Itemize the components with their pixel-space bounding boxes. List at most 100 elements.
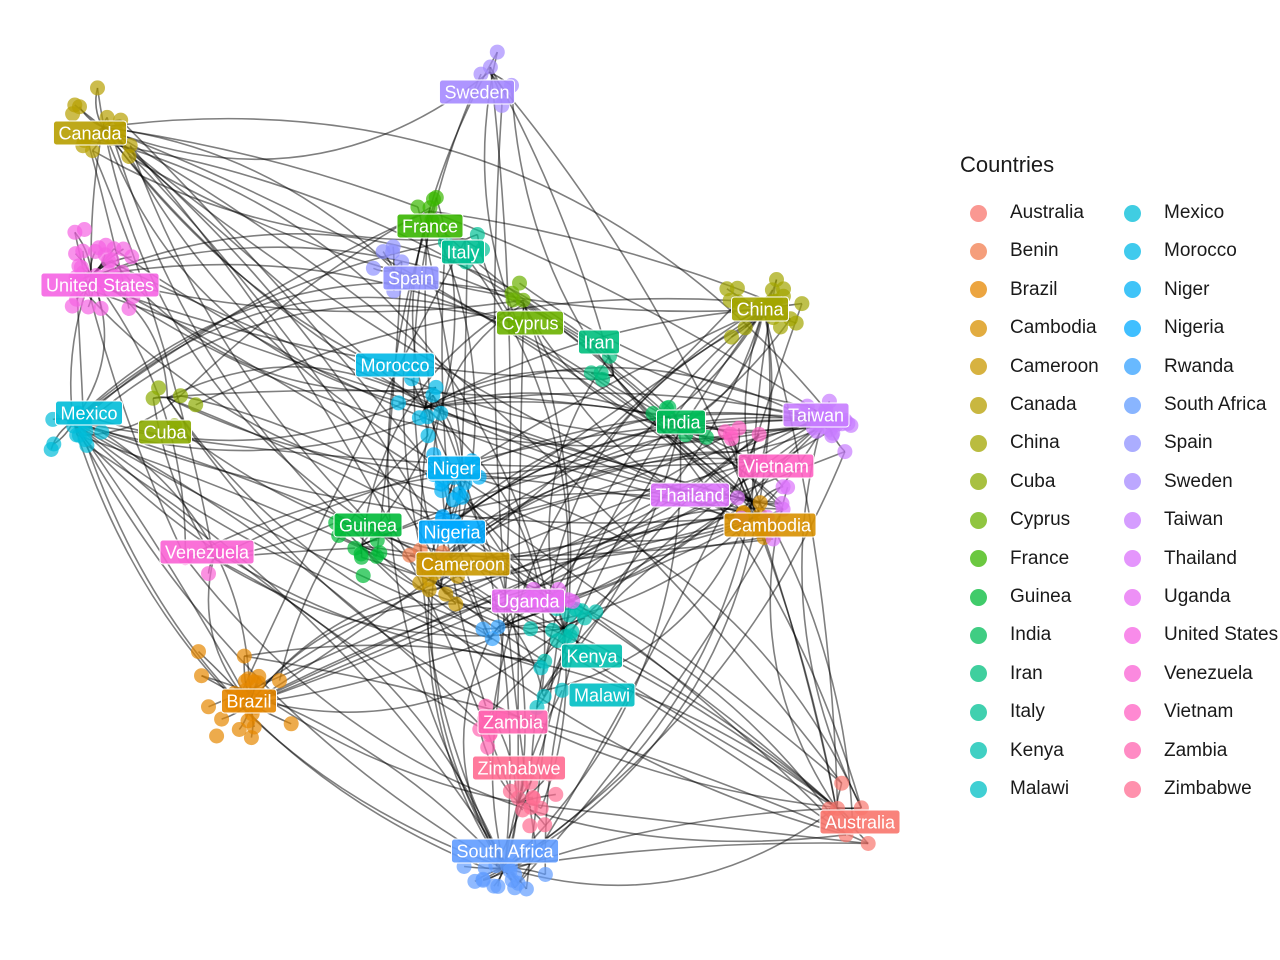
node-zimbabwe[interactable]	[513, 777, 529, 793]
node-zimbabwe[interactable]	[537, 817, 553, 833]
node-united-states[interactable]	[75, 243, 91, 259]
node-zimbabwe[interactable]	[548, 786, 564, 802]
node-sweden[interactable]	[482, 59, 498, 75]
node-rwanda[interactable]	[490, 619, 506, 635]
node-south-africa[interactable]	[477, 860, 493, 876]
legend-item: Cameroon	[960, 348, 1099, 386]
node-vietnam[interactable]	[751, 426, 767, 442]
node-italy[interactable]	[469, 227, 485, 242]
node-south-africa[interactable]	[510, 875, 526, 891]
node-morocco[interactable]	[391, 395, 406, 411]
node-south-africa[interactable]	[502, 863, 518, 879]
node-china[interactable]	[724, 329, 739, 345]
node-guinea[interactable]	[369, 548, 385, 564]
node-united-states[interactable]	[93, 300, 109, 316]
node-malawi[interactable]	[533, 660, 549, 676]
edge	[260, 693, 519, 804]
node-iran[interactable]	[583, 365, 599, 381]
node-zimbabwe[interactable]	[515, 802, 531, 818]
node-spain[interactable]	[365, 260, 381, 276]
node-malawi[interactable]	[536, 688, 552, 704]
node-canada[interactable]	[121, 149, 137, 164]
node-taiwan[interactable]	[837, 444, 853, 460]
node-canada[interactable]	[72, 99, 87, 115]
node-mexico[interactable]	[46, 436, 62, 452]
node-canada[interactable]	[90, 80, 105, 96]
node-china[interactable]	[769, 272, 784, 287]
node-kenya[interactable]	[588, 604, 604, 620]
node-france[interactable]	[410, 199, 426, 215]
node-spain[interactable]	[385, 244, 401, 260]
node-kenya[interactable]	[561, 607, 577, 623]
node-china[interactable]	[719, 281, 735, 297]
legend-item: Iran	[960, 655, 1043, 693]
node-france[interactable]	[428, 190, 444, 205]
node-australia[interactable]	[860, 836, 876, 851]
node-mexico[interactable]	[71, 427, 87, 443]
node-guinea[interactable]	[355, 568, 371, 584]
node-iran[interactable]	[595, 371, 611, 387]
node-brazil[interactable]	[201, 699, 216, 715]
node-cuba[interactable]	[145, 390, 161, 406]
node-cyprus[interactable]	[512, 275, 527, 291]
node-south-africa[interactable]	[490, 878, 506, 894]
node-united-states[interactable]	[121, 301, 137, 316]
node-brazil[interactable]	[246, 719, 262, 735]
node-uganda[interactable]	[565, 593, 581, 609]
node-niger[interactable]	[451, 486, 467, 502]
node-united-states[interactable]	[80, 299, 96, 315]
node-cuba[interactable]	[173, 388, 188, 404]
node-zimbabwe[interactable]	[522, 818, 538, 834]
legend-label: Mexico	[1164, 202, 1225, 223]
node-morocco[interactable]	[433, 405, 449, 421]
node-south-africa[interactable]	[537, 867, 553, 882]
node-rwanda[interactable]	[484, 631, 500, 647]
node-cuba[interactable]	[188, 397, 204, 413]
node-label-mexico: Mexico	[54, 400, 124, 426]
node-cameroon[interactable]	[421, 582, 437, 598]
node-brazil[interactable]	[209, 728, 225, 744]
node-cambodia[interactable]	[752, 495, 768, 511]
node-niger[interactable]	[434, 476, 450, 492]
node-south-africa[interactable]	[467, 873, 483, 889]
node-united-states[interactable]	[124, 249, 140, 265]
node-united-states[interactable]	[87, 244, 103, 259]
edge	[359, 545, 847, 836]
node-cyprus[interactable]	[515, 292, 531, 308]
node-guinea[interactable]	[347, 540, 363, 556]
node-zimbabwe[interactable]	[510, 790, 526, 806]
node-venezuela[interactable]	[201, 566, 216, 582]
node-brazil[interactable]	[231, 722, 247, 737]
node-morocco[interactable]	[411, 410, 427, 426]
node-brazil[interactable]	[283, 716, 299, 732]
node-china[interactable]	[794, 296, 810, 312]
node-brazil[interactable]	[194, 668, 209, 684]
node-zambia[interactable]	[480, 739, 496, 755]
node-morocco[interactable]	[425, 387, 441, 403]
node-brazil[interactable]	[191, 644, 206, 660]
node-brazil[interactable]	[240, 671, 256, 687]
node-vietnam[interactable]	[723, 426, 738, 442]
node-sweden[interactable]	[489, 44, 505, 60]
node-kenya[interactable]	[550, 633, 565, 649]
node-malawi[interactable]	[554, 682, 570, 698]
node-thailand[interactable]	[730, 490, 745, 506]
node-cameroon[interactable]	[438, 586, 454, 602]
node-label-box	[40, 272, 160, 298]
node-mexico[interactable]	[94, 424, 110, 440]
node-united-states[interactable]	[106, 241, 122, 257]
node-rwanda[interactable]	[475, 621, 491, 637]
node-morocco[interactable]	[420, 428, 436, 444]
node-cameroon[interactable]	[448, 596, 464, 612]
node-brazil[interactable]	[272, 673, 287, 689]
node-brazil[interactable]	[236, 648, 252, 664]
node-china[interactable]	[737, 320, 753, 336]
node-australia[interactable]	[834, 775, 850, 791]
node-canada[interactable]	[85, 143, 100, 159]
node-benin[interactable]	[402, 547, 418, 563]
node-brazil[interactable]	[214, 711, 230, 727]
node-kenya[interactable]	[564, 623, 580, 639]
node-united-states[interactable]	[76, 222, 92, 237]
node-thailand[interactable]	[780, 479, 796, 495]
node-kenya[interactable]	[523, 621, 539, 637]
